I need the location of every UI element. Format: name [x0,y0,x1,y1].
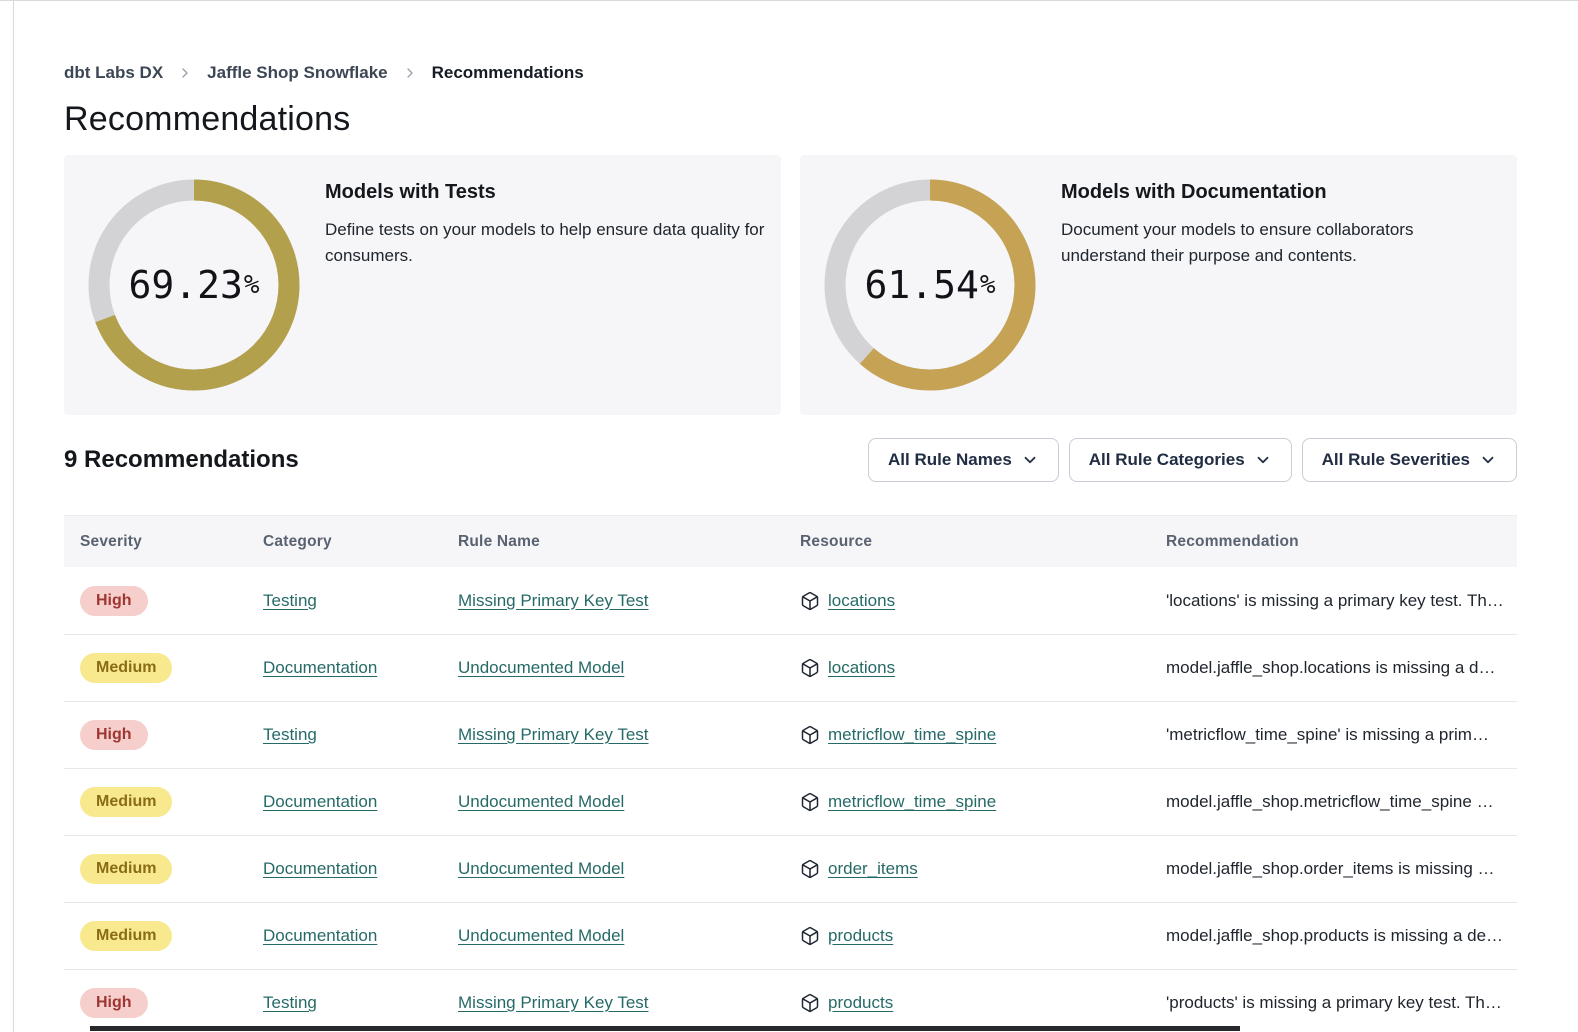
table-row: Medium Documentation Undocumented Model … [64,768,1517,835]
rule-name-link[interactable]: Undocumented Model [458,859,624,878]
category-link[interactable]: Testing [263,725,317,744]
breadcrumb-item-jaffle-shop-snowflake[interactable]: Jaffle Shop Snowflake [207,63,387,83]
resource-link[interactable]: order_items [828,859,918,879]
table-row: High Testing Missing Primary Key Test pr… [64,969,1517,1032]
table-row: Medium Documentation Undocumented Model … [64,634,1517,701]
severity-badge: High [80,586,148,616]
cube-icon [800,792,820,812]
chevron-down-icon [1254,451,1272,469]
rule-name-link[interactable]: Missing Primary Key Test [458,725,649,744]
rule-name-link[interactable]: Missing Primary Key Test [458,591,649,610]
table-row: High Testing Missing Primary Key Test lo… [64,567,1517,634]
recommendations-count: 9 Recommendations [64,446,299,474]
severity-badge: Medium [80,854,172,884]
chevron-right-icon [177,65,193,81]
cube-icon [800,658,820,678]
cube-icon [800,591,820,611]
card-description: Document your models to ensure collabora… [1061,217,1436,269]
cube-icon [800,926,820,946]
cube-icon [800,725,820,745]
models-with-documentation-card: 61.54% Models with Documentation Documen… [800,155,1517,415]
card-title-models-with-tests: Models with Tests [325,181,770,204]
tests-donut-chart: 69.23% [85,176,303,394]
severity-badge: Medium [80,921,172,951]
window-top-border [0,0,1578,1]
resource-link[interactable]: locations [828,658,895,678]
filter-bar: All Rule Names All Rule Categories All R… [868,438,1517,482]
cube-icon [800,859,820,879]
documentation-donut-chart: 61.54% [821,176,1039,394]
window-left-border [13,0,14,1032]
column-header-resource: Resource [784,533,1150,551]
column-header-severity: Severity [64,533,247,551]
chevron-right-icon [402,65,418,81]
breadcrumb-item-dbt-labs-dx[interactable]: dbt Labs DX [64,63,163,83]
chevron-down-icon [1021,451,1039,469]
recommendation-text: model.jaffle_shop.locations is missing a… [1150,658,1517,678]
category-link[interactable]: Documentation [263,792,377,811]
rule-severities-filter-dropdown[interactable]: All Rule Severities [1302,438,1517,482]
rule-name-link[interactable]: Undocumented Model [458,792,624,811]
category-link[interactable]: Testing [263,591,317,610]
cube-icon [800,993,820,1013]
table-row: Medium Documentation Undocumented Model … [64,835,1517,902]
recommendation-text: model.jaffle_shop.metricflow_time_spine … [1150,792,1517,812]
recommendations-table: Severity Category Rule Name Resource Rec… [64,515,1517,1032]
resource-link[interactable]: products [828,926,893,946]
category-link[interactable]: Documentation [263,859,377,878]
recommendation-text: model.jaffle_shop.products is missing a … [1150,926,1517,946]
resource-link[interactable]: products [828,993,893,1013]
recommendation-text: model.jaffle_shop.order_items is missing… [1150,859,1517,879]
clipped-next-row [90,1026,1240,1031]
severity-badge: Medium [80,787,172,817]
chevron-down-icon [1479,451,1497,469]
category-link[interactable]: Testing [263,993,317,1012]
table-row: Medium Documentation Undocumented Model … [64,902,1517,969]
card-description: Define tests on your models to help ensu… [325,217,770,269]
severity-badge: High [80,720,148,750]
recommendations-list-header: 9 Recommendations All Rule Names All Rul… [64,438,1517,482]
documentation-percentage: 61.54% [821,176,1039,394]
resource-link[interactable]: metricflow_time_spine [828,725,996,745]
recommendation-text: 'locations' is missing a primary key tes… [1150,591,1517,611]
severity-badge: High [80,988,148,1018]
column-header-rule-name: Rule Name [442,533,784,551]
table-row: High Testing Missing Primary Key Test me… [64,701,1517,768]
table-header-row: Severity Category Rule Name Resource Rec… [64,516,1517,567]
rule-name-link[interactable]: Undocumented Model [458,926,624,945]
rule-names-filter-dropdown[interactable]: All Rule Names [868,438,1059,482]
column-header-category: Category [247,533,442,551]
breadcrumb-item-recommendations: Recommendations [432,63,584,83]
resource-link[interactable]: metricflow_time_spine [828,792,996,812]
breadcrumb: dbt Labs DX Jaffle Shop Snowflake Recomm… [64,62,1517,84]
recommendation-text: 'products' is missing a primary key test… [1150,993,1517,1013]
rule-categories-filter-dropdown[interactable]: All Rule Categories [1069,438,1292,482]
models-with-tests-card: 69.23% Models with Tests Define tests on… [64,155,781,415]
category-link[interactable]: Documentation [263,658,377,677]
page-title: Recommendations [64,100,1517,139]
recommendation-text: 'metricflow_time_spine' is missing a pri… [1150,725,1517,745]
tests-percentage: 69.23% [85,176,303,394]
card-title-models-with-documentation: Models with Documentation [1061,181,1436,204]
category-link[interactable]: Documentation [263,926,377,945]
recommendations-page: dbt Labs DX Jaffle Shop Snowflake Recomm… [0,0,1578,1032]
metric-cards: 69.23% Models with Tests Define tests on… [64,155,1517,415]
resource-link[interactable]: locations [828,591,895,611]
column-header-recommendation: Recommendation [1150,533,1517,551]
rule-name-link[interactable]: Missing Primary Key Test [458,993,649,1012]
severity-badge: Medium [80,653,172,683]
rule-name-link[interactable]: Undocumented Model [458,658,624,677]
